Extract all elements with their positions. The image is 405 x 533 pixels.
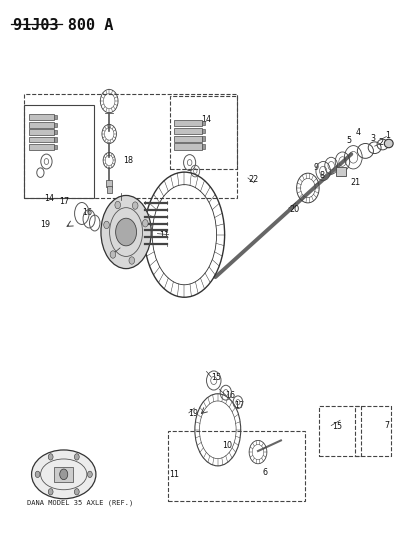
- Circle shape: [87, 471, 92, 478]
- Circle shape: [115, 218, 136, 246]
- Bar: [54, 130, 57, 134]
- Text: 17: 17: [234, 401, 244, 410]
- Ellipse shape: [384, 139, 393, 148]
- Text: 22: 22: [249, 174, 259, 183]
- Text: 15: 15: [332, 422, 342, 431]
- Text: 14: 14: [201, 115, 211, 124]
- Bar: [29, 144, 54, 150]
- Text: 1: 1: [385, 131, 390, 140]
- Bar: [106, 180, 113, 187]
- Bar: [107, 187, 112, 193]
- Text: 7: 7: [384, 421, 390, 430]
- Text: 6: 6: [262, 468, 267, 477]
- Text: 8: 8: [319, 171, 324, 180]
- Bar: [336, 167, 346, 176]
- Ellipse shape: [32, 450, 96, 499]
- Bar: [54, 138, 57, 142]
- Circle shape: [75, 454, 79, 460]
- Text: 15: 15: [211, 373, 222, 382]
- Circle shape: [48, 454, 53, 460]
- Circle shape: [104, 221, 109, 229]
- Bar: [202, 144, 205, 149]
- Text: 19: 19: [188, 409, 198, 418]
- Text: 19: 19: [40, 220, 51, 229]
- Text: 13: 13: [116, 197, 126, 206]
- Bar: [202, 128, 205, 133]
- Text: 9: 9: [313, 164, 318, 172]
- Circle shape: [48, 489, 53, 495]
- Text: 91J03 800 A: 91J03 800 A: [13, 18, 114, 34]
- Bar: [29, 136, 54, 142]
- Circle shape: [132, 202, 138, 209]
- Bar: [174, 143, 202, 150]
- Text: 11: 11: [160, 231, 170, 240]
- Text: 4: 4: [355, 128, 360, 138]
- Text: 21: 21: [350, 178, 360, 187]
- Bar: [54, 145, 57, 149]
- Bar: [174, 127, 202, 134]
- Bar: [29, 114, 54, 120]
- Text: 20: 20: [289, 205, 299, 214]
- Text: 14: 14: [44, 194, 54, 203]
- Circle shape: [60, 469, 68, 480]
- Text: 15: 15: [141, 230, 151, 239]
- Text: 17: 17: [60, 197, 70, 206]
- Bar: [54, 467, 73, 482]
- Circle shape: [110, 251, 116, 258]
- Text: 5: 5: [347, 136, 352, 145]
- Text: 16: 16: [83, 208, 93, 217]
- Circle shape: [75, 489, 79, 495]
- Circle shape: [143, 220, 148, 227]
- Bar: [29, 129, 54, 135]
- Circle shape: [35, 471, 40, 478]
- Circle shape: [115, 201, 121, 209]
- Bar: [202, 120, 205, 125]
- Text: 10: 10: [222, 441, 232, 450]
- Bar: [174, 119, 202, 126]
- Text: 16: 16: [225, 391, 235, 400]
- Circle shape: [129, 257, 134, 264]
- Bar: [54, 123, 57, 127]
- Text: 11: 11: [170, 470, 179, 479]
- Ellipse shape: [101, 196, 151, 269]
- Text: 18: 18: [123, 156, 133, 165]
- Text: 12: 12: [112, 252, 122, 261]
- Text: 2: 2: [378, 138, 383, 147]
- Text: DANA MODEL 35 AXLE (REF.): DANA MODEL 35 AXLE (REF.): [27, 500, 133, 506]
- Bar: [202, 136, 205, 141]
- Text: 3: 3: [371, 134, 375, 143]
- Bar: [29, 122, 54, 127]
- Bar: [54, 115, 57, 119]
- Bar: [174, 135, 202, 142]
